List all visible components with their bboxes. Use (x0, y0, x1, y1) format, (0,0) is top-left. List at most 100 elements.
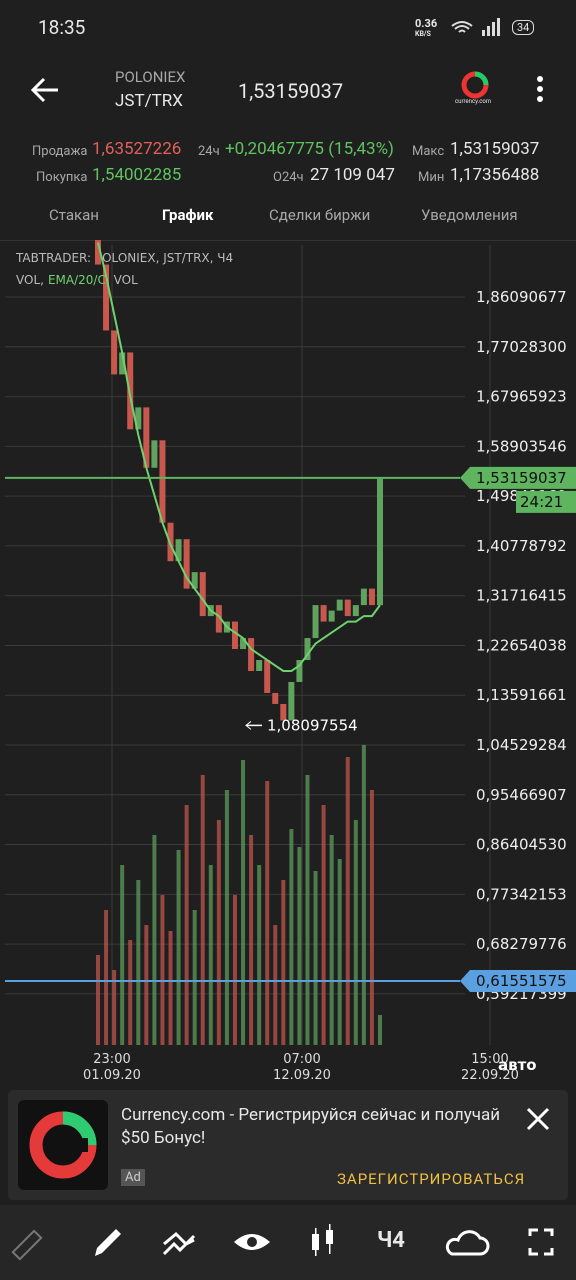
tab[interactable]: Уведомления (421, 206, 518, 224)
y-tick-label: 0,86404530 (476, 836, 567, 854)
candle-body (111, 330, 118, 375)
candle-body (159, 440, 166, 523)
status-icons (451, 18, 500, 36)
min-value: 1,17356488 (450, 165, 540, 185)
candle-body (231, 621, 238, 650)
x-time-label: 15:00 (471, 1052, 508, 1067)
ad-badge: Ad (121, 1169, 145, 1186)
cloud-sync[interactable] (445, 1230, 490, 1256)
volume-bar (176, 850, 181, 1045)
net-speed: 0.36 (415, 17, 438, 30)
divider (0, 240, 576, 241)
ad-cta[interactable]: ЗАРЕГИСТРИРОВАТЬСЯ (337, 1170, 526, 1188)
volume-bar (96, 955, 100, 1045)
candle-body (320, 605, 327, 622)
y-tick-label: 1,58903546 (476, 437, 567, 455)
broker-text: currency.com (455, 98, 492, 105)
volume-bar (257, 865, 262, 1045)
pen-tool[interactable] (95, 1229, 121, 1256)
y-tick-label: 1,86090677 (476, 288, 567, 306)
volume-bar (160, 895, 165, 1045)
toolbar (0, 1205, 576, 1280)
candle-body (344, 599, 351, 617)
y-tick-label: 1,31716415 (476, 587, 567, 605)
volume-bar (200, 775, 205, 1045)
sell-label: Продажа (32, 144, 88, 159)
candle-body (95, 240, 101, 265)
min-arrowhead (245, 721, 252, 730)
candle-body (135, 407, 142, 430)
volume-bar (289, 829, 294, 1045)
pair-name: JST/TRX (115, 91, 183, 111)
volume-bar (120, 865, 125, 1045)
candle-body (183, 539, 190, 589)
ema-line (97, 242, 381, 673)
max-value: 1,53159037 (450, 139, 540, 159)
candle-body (360, 588, 367, 606)
volume-bar (265, 781, 270, 1045)
y-tick-label: 1,67965923 (476, 388, 567, 406)
candle-body (288, 681, 295, 721)
menu-button[interactable] (535, 75, 545, 105)
buy-label: Покупка (36, 170, 88, 185)
volume-bar (281, 880, 286, 1045)
volume-bar (136, 880, 141, 1045)
tab-active[interactable]: График (162, 206, 214, 224)
status-time: 18:35 (38, 16, 86, 39)
volume-value: 27 109 047 (310, 165, 395, 185)
interval[interactable]: Ч4 (377, 1228, 405, 1253)
battery: 34 (512, 20, 535, 35)
volume-bar (361, 745, 366, 1045)
x-date-label: 12.09.20 (273, 1068, 331, 1080)
volume-bar (216, 820, 221, 1045)
indicator-label: VOL (114, 273, 138, 287)
broker-logo[interactable] (460, 70, 490, 100)
volume-bar (378, 1015, 382, 1045)
volume-bar (152, 835, 157, 1045)
volume-bar (321, 805, 326, 1045)
candle-body (215, 605, 222, 633)
candle-body (352, 605, 359, 617)
volume-bar (329, 835, 334, 1045)
volume-bar (232, 895, 237, 1045)
alert-tag-label: 0,61551575 (476, 972, 567, 990)
candle-body (151, 440, 158, 468)
indicator-tool[interactable] (162, 1231, 196, 1256)
volume-bar (208, 865, 213, 1045)
volume-bar (184, 805, 189, 1045)
candle-body (296, 660, 303, 682)
price-tag (460, 466, 576, 489)
indicator-label: VOL, (16, 273, 44, 287)
toolbar-icons (11, 1224, 554, 1261)
candle-body (336, 599, 343, 611)
exchange-name: POLONIEX (115, 68, 186, 86)
ad-close[interactable] (526, 1107, 550, 1131)
scale-mode: авто (498, 1056, 537, 1074)
candle-body (143, 407, 150, 468)
ruler-tool[interactable] (11, 1229, 43, 1261)
alert-tag (460, 970, 576, 993)
countdown: 24:21 (520, 493, 563, 511)
back-button[interactable] (30, 76, 60, 104)
volume-label: О24ч (273, 170, 304, 185)
candle-body (280, 703, 287, 721)
tab[interactable]: Сделки биржи (269, 206, 371, 224)
y-tick-label: 1,13591661 (476, 686, 567, 704)
volume-bar (112, 970, 117, 1045)
tab[interactable]: Стакан (49, 206, 99, 224)
candle-type[interactable] (312, 1224, 333, 1256)
volume-bar (345, 757, 350, 1045)
net-unit: KB/S (415, 30, 431, 38)
fullscreen[interactable] (528, 1228, 554, 1256)
buy-price: 1,54002285 (92, 165, 182, 185)
candle-body (175, 539, 182, 562)
volume-bar (313, 871, 318, 1045)
candle-body (199, 572, 206, 617)
volume-bar (241, 760, 246, 1045)
y-tick-label: 0,77342153 (476, 885, 567, 903)
candle-body (191, 572, 198, 589)
volume-bar (192, 910, 197, 1045)
x-time-label: 23:00 (93, 1052, 130, 1067)
x-date-label: 01.09.20 (83, 1068, 141, 1080)
